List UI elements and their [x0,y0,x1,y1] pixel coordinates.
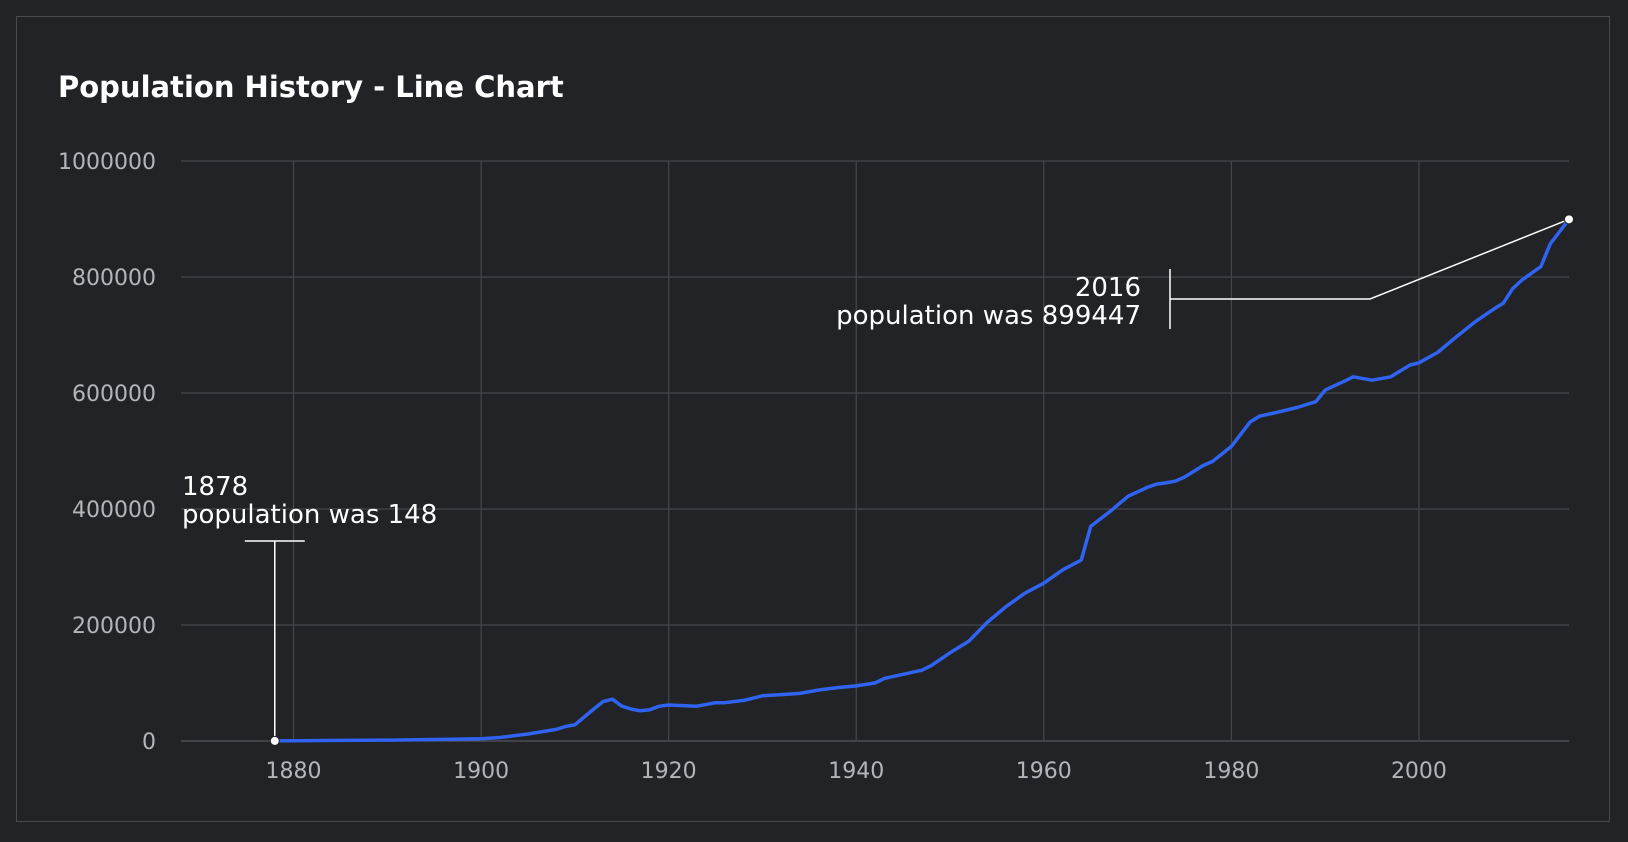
y-tick-label: 1000000 [58,150,156,175]
x-tick-label: 1920 [641,759,697,784]
y-tick-label: 400000 [72,498,156,523]
x-tick-label: 1980 [1203,759,1259,784]
series-line [273,217,1571,743]
annotation-year-label: 2016 [1075,273,1141,303]
annotation-value-label: population was 899447 [836,301,1141,331]
annotation-point-marker [269,735,280,746]
y-tick-label: 600000 [72,382,156,407]
annotation-point-marker [1564,214,1574,225]
y-tick-label: 800000 [72,266,156,291]
x-tick-label: 2000 [1391,759,1447,784]
x-tick-label: 1940 [828,759,884,784]
chart-frame [16,16,1610,822]
annotation-connector [1170,218,1570,300]
chart-title: Population History - Line Chart [58,70,564,104]
x-tick-label: 1900 [453,759,509,784]
annotation-value-label: population was 148 [182,500,437,530]
annotation-year-label: 1878 [182,472,248,502]
x-tick-label: 1960 [1016,759,1072,784]
y-tick-label: 0 [142,730,156,755]
x-tick-label: 1880 [266,759,322,784]
y-tick-label: 200000 [72,614,156,639]
